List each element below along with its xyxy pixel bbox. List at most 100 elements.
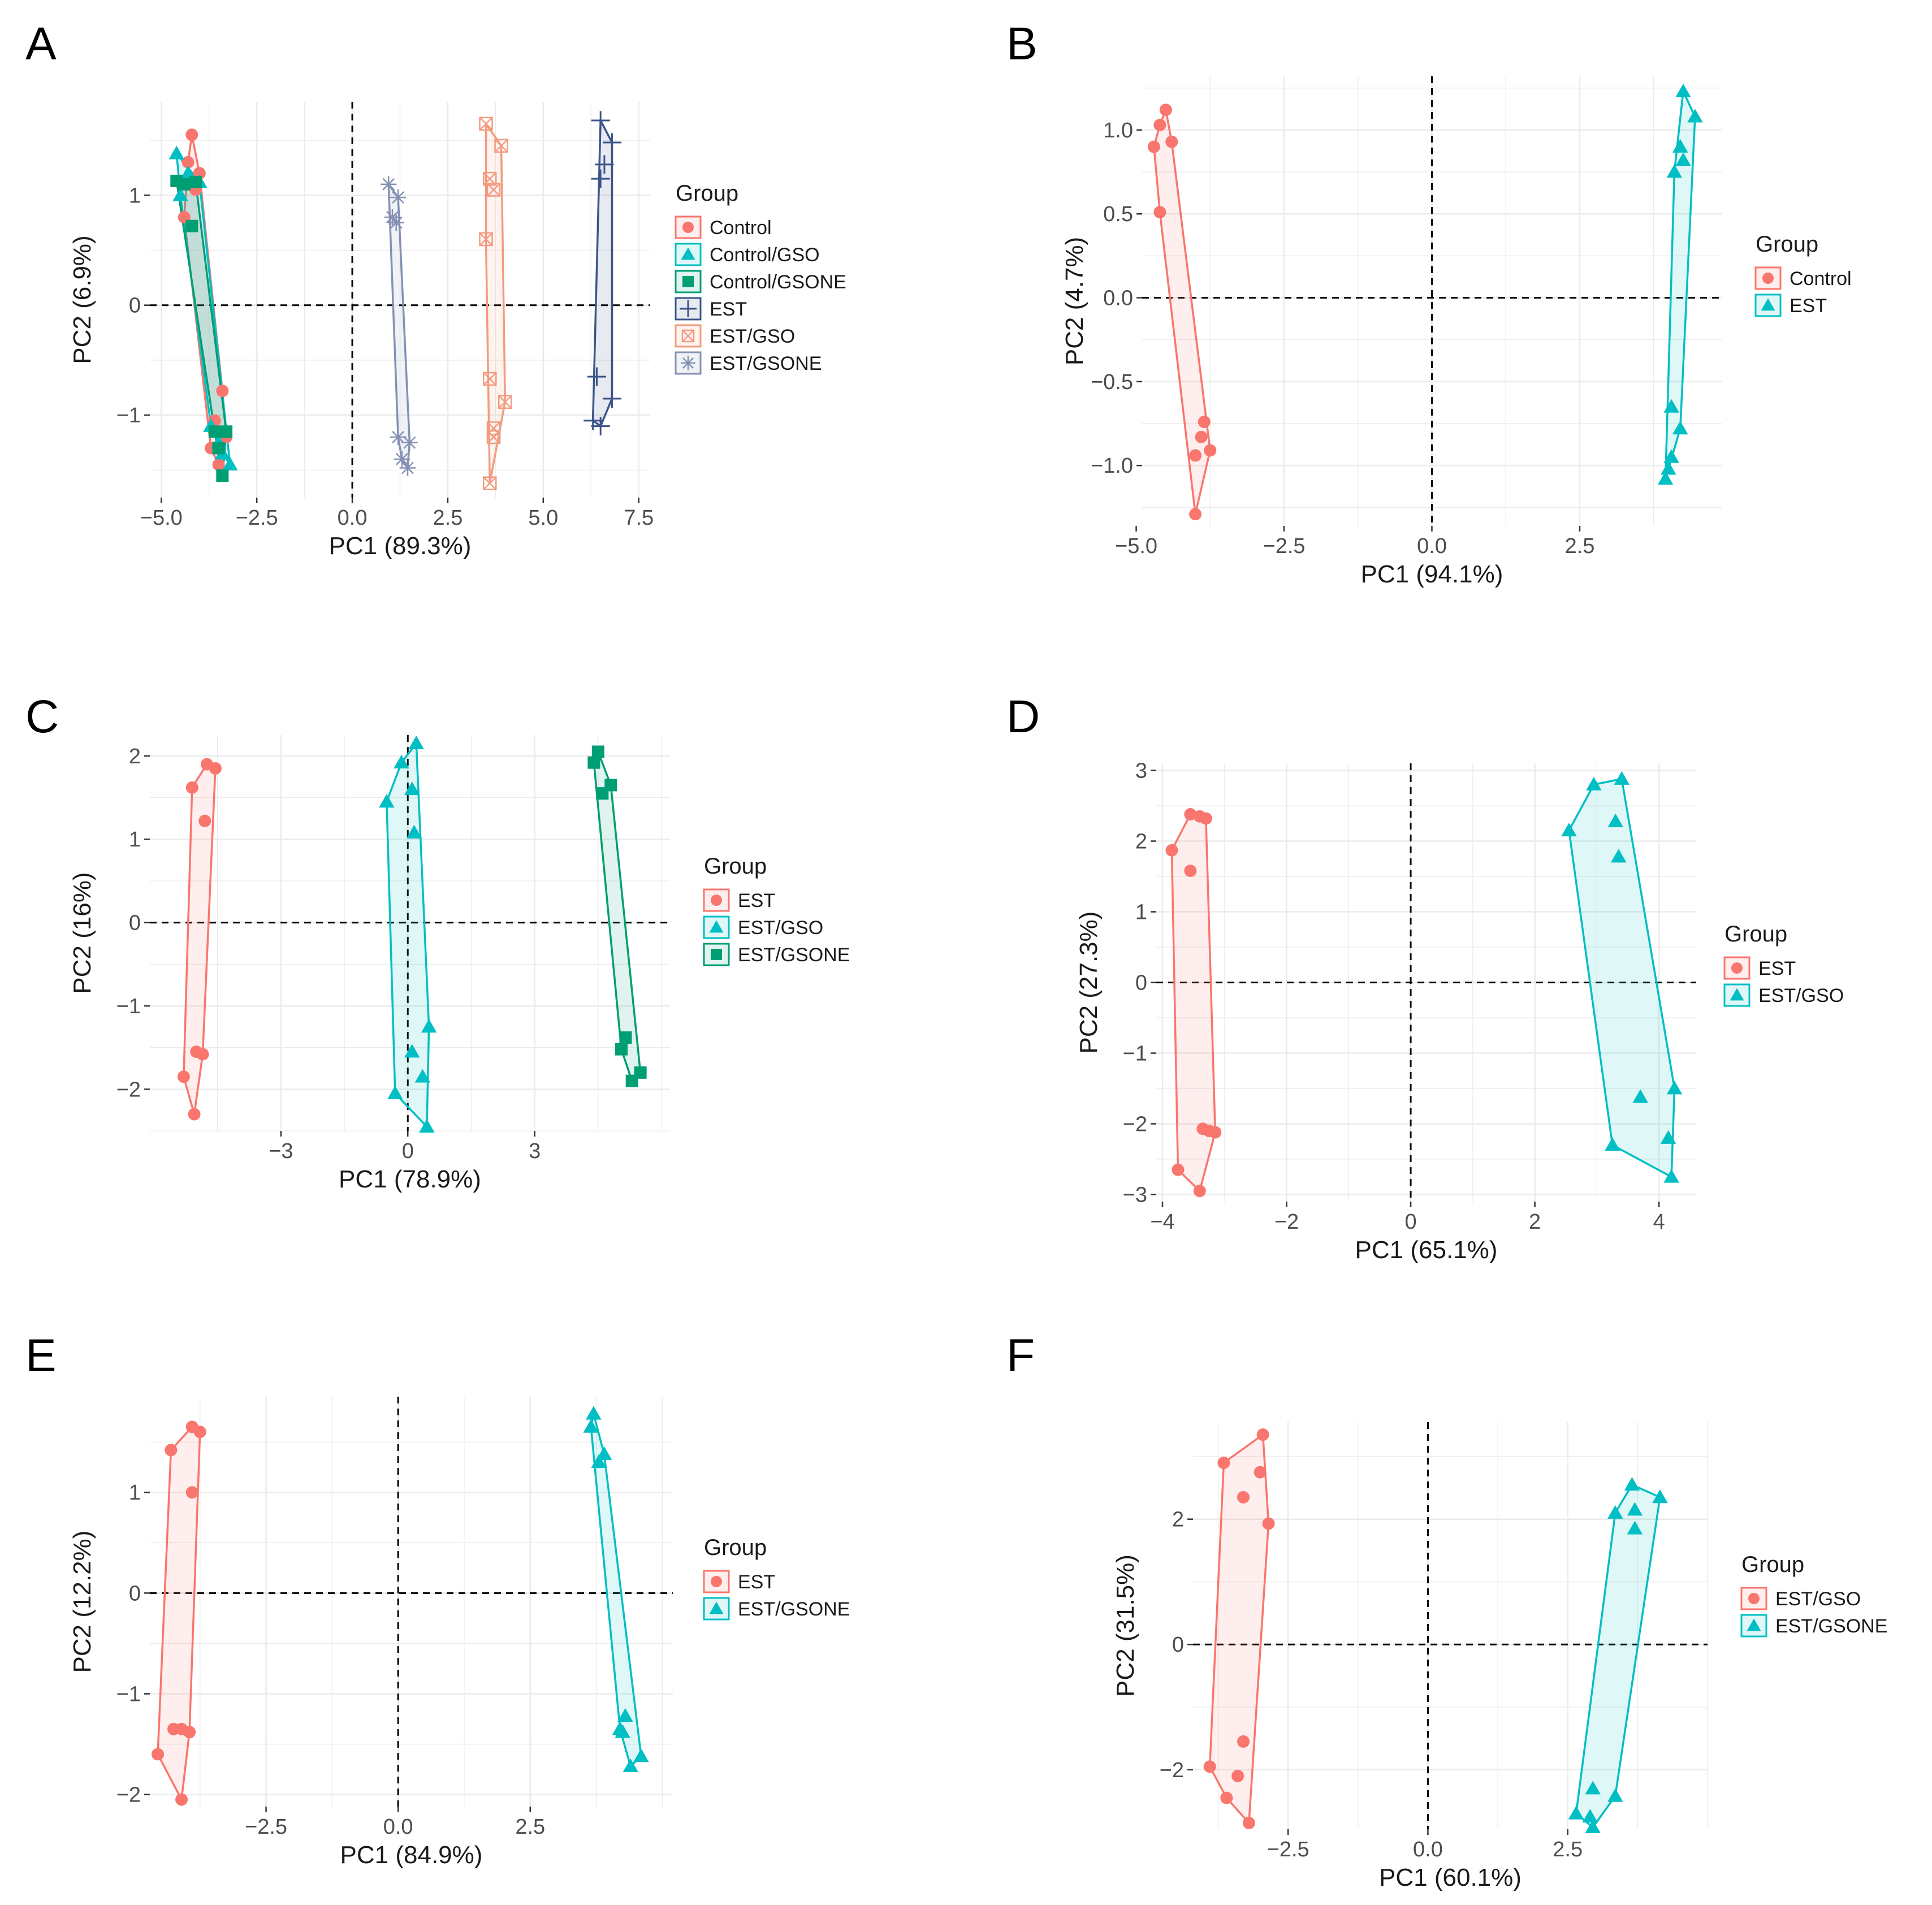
- legend-marker-est-gsone: [709, 1601, 724, 1614]
- point-est-gsone: [1627, 1520, 1643, 1535]
- legend-marker-est: [711, 895, 722, 906]
- point-control: [1159, 103, 1172, 116]
- point-est: [198, 814, 211, 827]
- y-tick-label: −1: [116, 995, 141, 1018]
- legend-marker-est-gso: [709, 920, 724, 933]
- legend-title: Group: [704, 1535, 767, 1560]
- legend-marker-control: [682, 222, 694, 233]
- point-est-gso: [414, 1069, 431, 1083]
- legend-title: Group: [1741, 1552, 1804, 1577]
- y-tick-label: 1: [1135, 901, 1147, 925]
- y-tick-label: 0: [1172, 1633, 1184, 1657]
- legend-b: Group Control EST: [1754, 232, 1852, 317]
- point-est-gso: [1607, 813, 1624, 827]
- x-tick-label: −5.0: [140, 506, 183, 530]
- series-est: [152, 1420, 206, 1806]
- panel-d: D −4 −2 0 2 4 −3 −2 −1 0 1 2 3 PC1 (65.1%) PC2 (27.3%)…: [1006, 691, 1844, 1264]
- legend-marker-control-gsone: [682, 276, 694, 287]
- x-tick-label: 0.0: [383, 1815, 413, 1839]
- point-est-gsone: [586, 1406, 602, 1420]
- panel-b: B −5.0 −2.5 0.0 2.5 −1.0 −0.5 0.0 0.5 1.0 PC1 (94.…: [1006, 18, 1852, 588]
- y-axis-title-b: PC2 (4.7%): [1061, 237, 1088, 365]
- y-axis-title-d: PC2 (27.3%): [1075, 912, 1103, 1054]
- point-est-gso: [1586, 776, 1602, 790]
- grid-d: [1156, 763, 1696, 1202]
- y-tick-label: 0: [129, 294, 141, 318]
- point-est: [602, 133, 621, 152]
- point-est-gsone: [399, 460, 416, 476]
- series-est-gso: [1203, 1428, 1275, 1829]
- panel-label-c: C: [25, 691, 59, 742]
- point-control-gsone: [185, 219, 198, 232]
- point-est-gsone: [1652, 1489, 1668, 1504]
- hull-est: [1664, 90, 1696, 480]
- legend-label-est-gso: EST/GSO: [710, 326, 795, 347]
- x-axis-title-f: PC1 (60.1%): [1379, 1864, 1522, 1891]
- point-est-gso: [421, 1019, 437, 1033]
- point-est-gsone: [390, 429, 407, 446]
- point-est-gsone: [583, 1419, 599, 1433]
- point-est-gso: [1660, 1130, 1676, 1144]
- point-est: [1184, 808, 1197, 820]
- x-axis-title-e: PC1 (84.9%): [340, 1841, 483, 1869]
- panel-label-f: F: [1006, 1330, 1035, 1381]
- point-est-gsone: [1568, 1805, 1584, 1820]
- point-est: [1184, 865, 1197, 877]
- x-axis-title-c: PC1 (78.9%): [339, 1165, 481, 1193]
- point-est: [1172, 1163, 1185, 1176]
- y-tick-label: −1: [116, 1682, 141, 1706]
- panel-c: C −3 0 3 −2 −1 0 1 2 PC1 (78.9%) PC2 (16%) Group EST…: [25, 691, 850, 1193]
- point-control: [216, 385, 229, 398]
- point-est-gso: [1220, 1791, 1233, 1804]
- y-tick-label: −0.5: [1091, 370, 1133, 394]
- y-axis-title-e: PC2 (12.2%): [68, 1531, 96, 1673]
- point-est: [1165, 844, 1178, 857]
- point-est-gso: [1254, 1466, 1267, 1479]
- point-est-gsone: [390, 189, 407, 206]
- point-est: [1672, 421, 1688, 435]
- legend-marker-est: [711, 1576, 722, 1587]
- point-est-gso: [1561, 823, 1577, 837]
- point-est-gso: [1632, 1089, 1648, 1103]
- y-tick-label: 0: [129, 1582, 141, 1605]
- legend-label-est-gso: EST/GSO: [1775, 1588, 1861, 1610]
- point-control-gsone: [178, 178, 191, 191]
- point-est-gsone: [619, 1031, 632, 1044]
- point-est: [165, 1444, 178, 1457]
- panel-label-a: A: [25, 18, 57, 70]
- legend-d: Group EST EST/GSO: [1723, 922, 1844, 1007]
- point-control-gso: [180, 165, 196, 179]
- legend-marker-control: [1762, 273, 1774, 284]
- y-tick-label: 2: [1172, 1508, 1184, 1532]
- y-axis-title-c: PC2 (16%): [68, 872, 96, 993]
- x-tick-label: −2: [1274, 1210, 1299, 1234]
- series-est-gsone: [587, 745, 647, 1087]
- series-est: [1657, 83, 1703, 485]
- point-est: [185, 781, 198, 794]
- x-tick-label: −4: [1150, 1210, 1174, 1234]
- y-tick-label: −2: [1123, 1113, 1147, 1137]
- point-control-gsone: [216, 469, 229, 482]
- y-tick-label: 1: [129, 1481, 141, 1505]
- point-control: [1195, 430, 1208, 443]
- legend-title: Group: [704, 854, 767, 879]
- point-control-gso: [168, 145, 185, 159]
- point-est-gso: [494, 139, 508, 153]
- point-est-gsone: [388, 214, 405, 231]
- y-tick-label: 3: [1135, 759, 1147, 783]
- point-est-gso: [1256, 1428, 1269, 1441]
- point-est-gsone: [1607, 1788, 1623, 1802]
- point-control: [1153, 119, 1166, 132]
- point-est-gso: [1242, 1816, 1255, 1829]
- panel-label-d: D: [1006, 691, 1040, 742]
- point-est: [1657, 471, 1674, 485]
- legend-label-est-gsone: EST/GSONE: [738, 944, 850, 966]
- x-tick-label: 2.5: [433, 506, 463, 530]
- point-est-gso: [387, 1085, 403, 1099]
- point-est-gso: [1614, 771, 1630, 785]
- point-est: [152, 1748, 165, 1761]
- x-tick-label: 0.0: [338, 506, 368, 530]
- legend-key-est-gsone: [703, 943, 730, 966]
- point-est: [1666, 164, 1683, 178]
- series-est-gso: [479, 116, 512, 490]
